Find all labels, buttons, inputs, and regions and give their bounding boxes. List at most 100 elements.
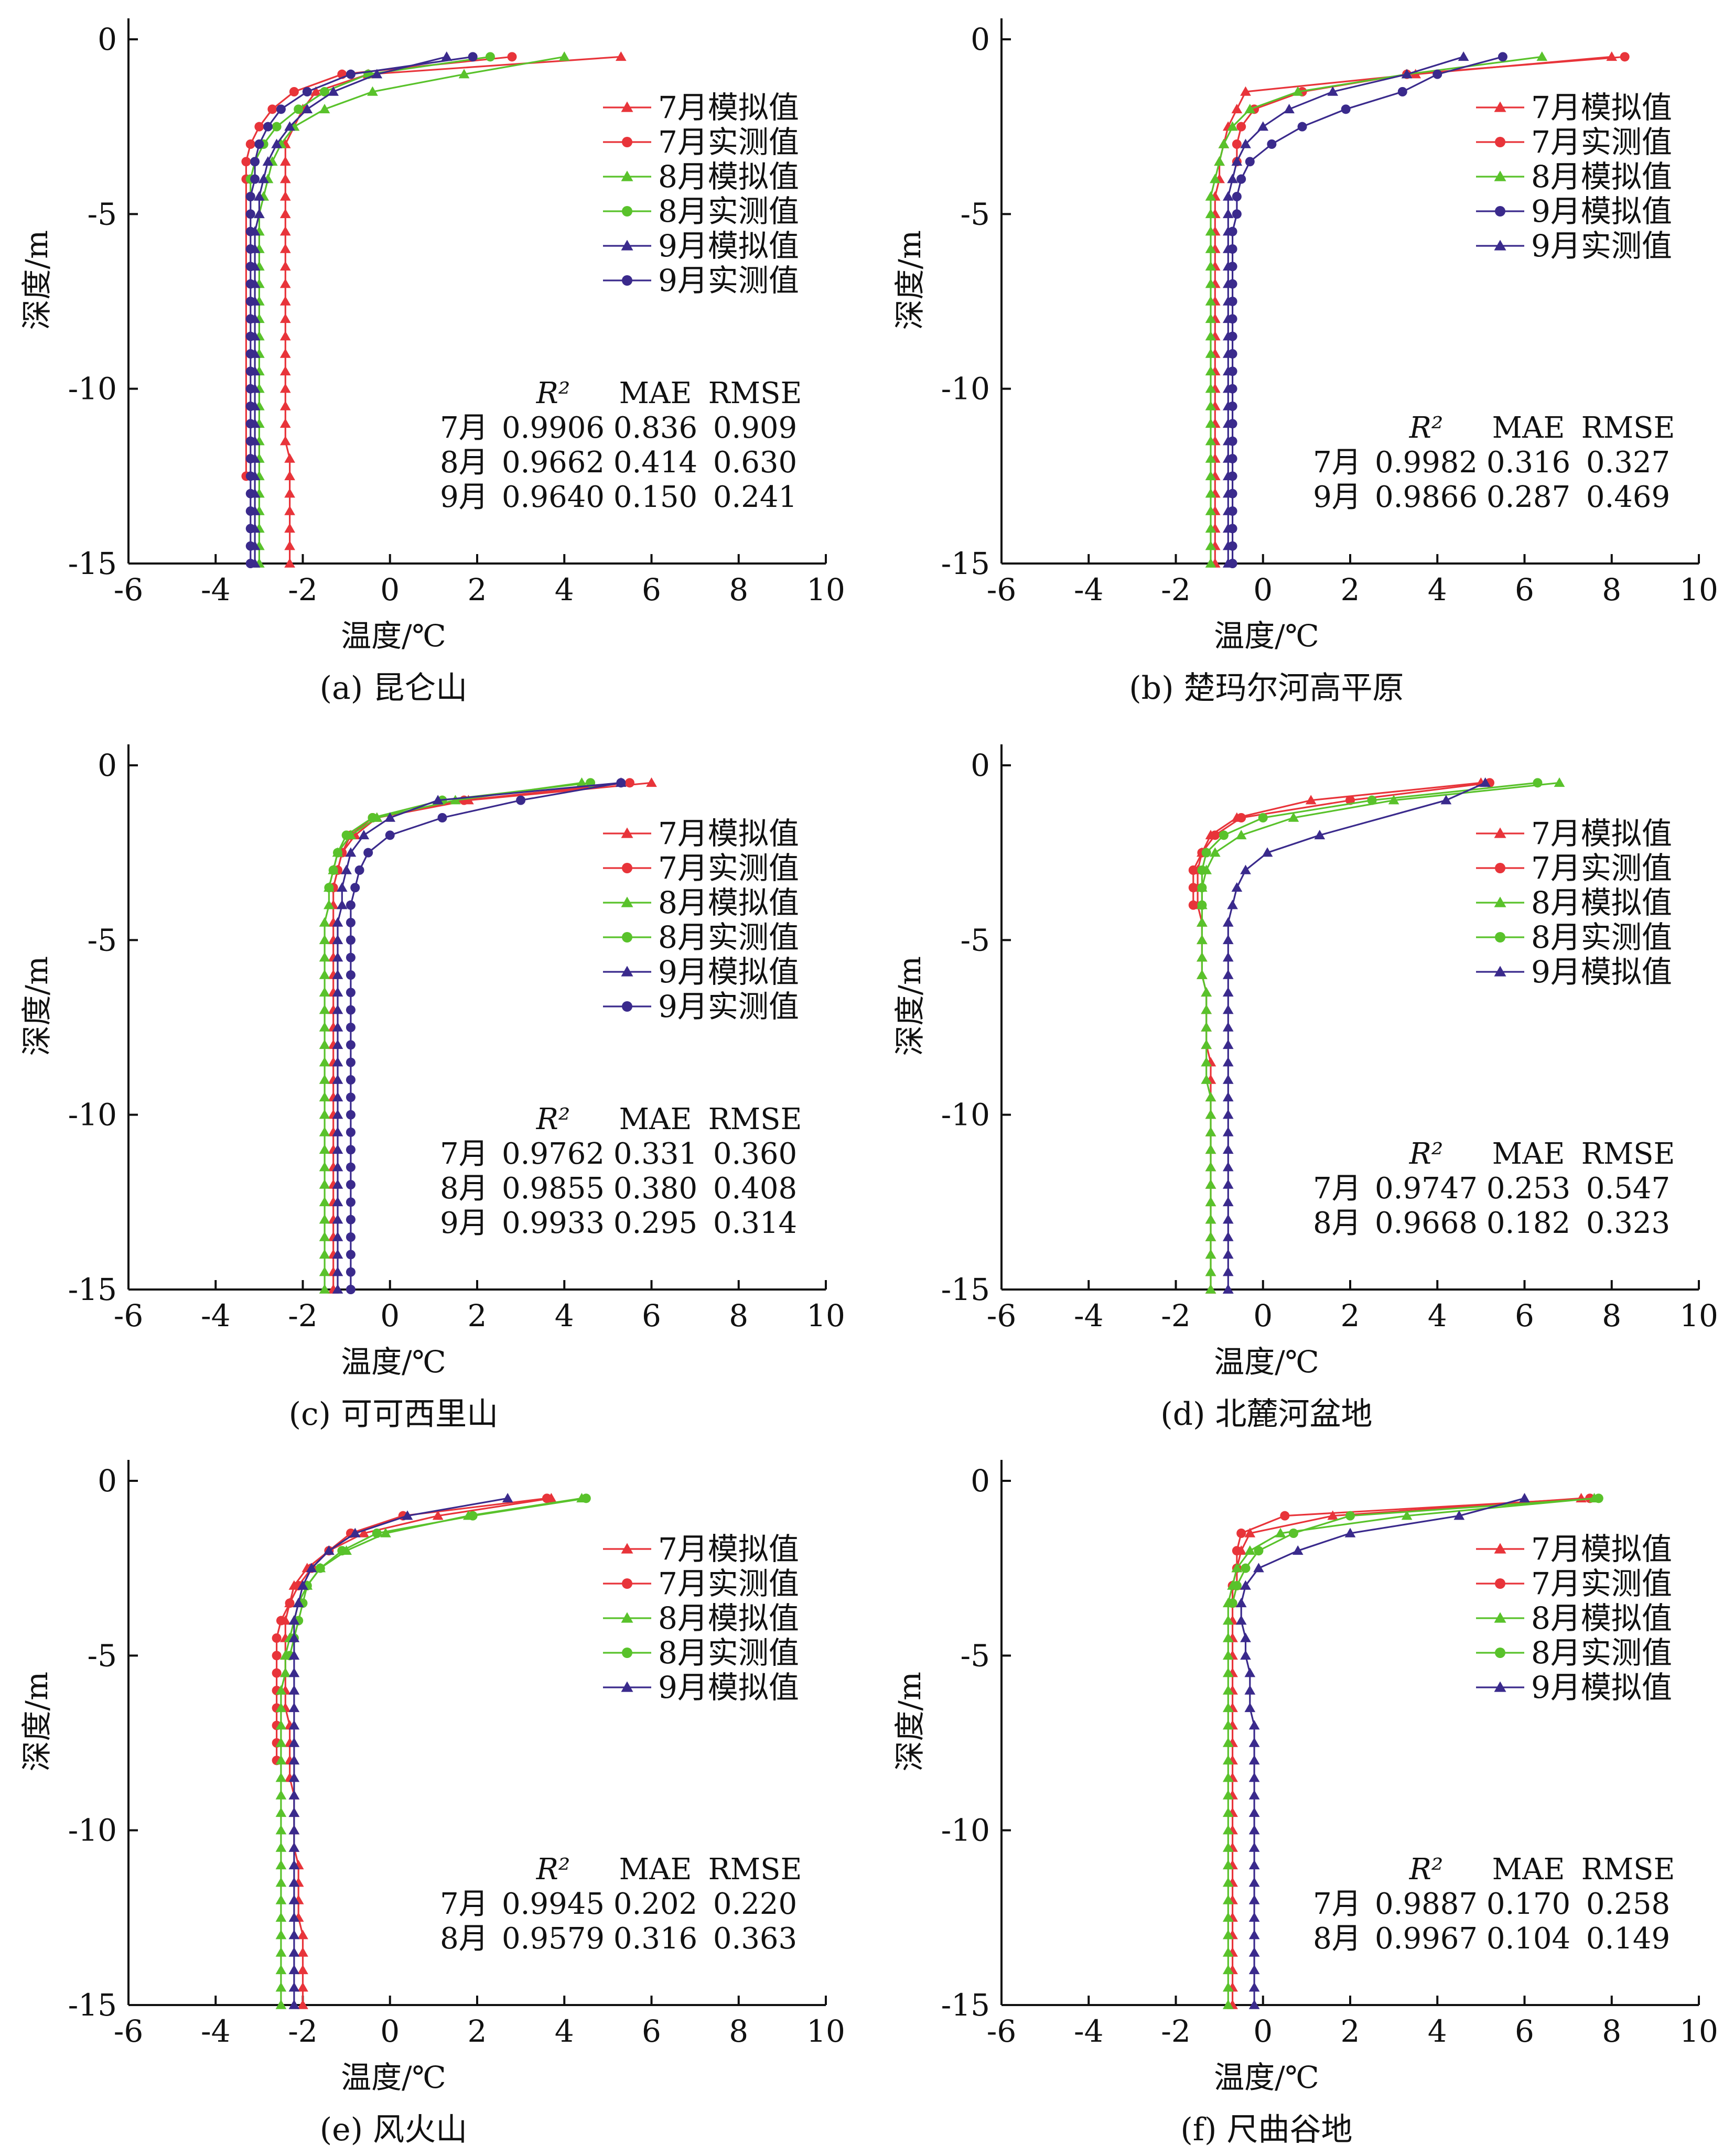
data-point bbox=[1227, 900, 1238, 909]
data-point bbox=[1222, 1947, 1234, 1957]
series-2 bbox=[1188, 778, 1494, 910]
x-tick-label: -6 bbox=[987, 572, 1017, 608]
data-point bbox=[1227, 121, 1238, 131]
data-point bbox=[542, 1493, 552, 1503]
data-point bbox=[1236, 122, 1246, 132]
data-point bbox=[275, 1999, 287, 2009]
panel-caption: (f) 尺曲谷地 bbox=[1180, 2111, 1352, 2148]
data-point bbox=[319, 1196, 330, 1207]
data-point bbox=[1222, 1807, 1234, 1817]
data-point bbox=[1222, 418, 1234, 428]
data-point bbox=[346, 1110, 356, 1120]
data-point bbox=[1222, 1754, 1234, 1765]
series-line bbox=[275, 1497, 547, 1761]
data-point bbox=[1197, 900, 1207, 910]
data-point bbox=[1367, 795, 1377, 805]
data-point bbox=[332, 1214, 343, 1224]
data-point bbox=[332, 1057, 343, 1067]
data-point bbox=[275, 1702, 287, 1713]
data-point bbox=[332, 917, 343, 927]
data-point bbox=[1201, 1074, 1212, 1084]
data-point bbox=[1222, 1249, 1234, 1259]
data-point bbox=[1205, 383, 1216, 393]
data-point bbox=[319, 987, 330, 997]
data-point bbox=[468, 52, 478, 62]
data-point bbox=[319, 1022, 330, 1032]
stats-cell: 0.363 bbox=[713, 1922, 797, 1956]
panel-caption: (c) 可可西里山 bbox=[289, 1396, 499, 1433]
legend-item: 8月模拟值 bbox=[603, 1600, 799, 1636]
data-point bbox=[332, 1231, 343, 1241]
data-point bbox=[1222, 1667, 1234, 1677]
legend-item: 9月模拟值 bbox=[1476, 193, 1672, 229]
y-tick-label: -15 bbox=[68, 546, 117, 581]
chart-panel: -6 -4 -2 0 2 4 6 8 10 0 -5 -10 -15 温度/℃ 深度/m (a) 昆仑山 7月模… bbox=[19, 18, 845, 707]
data-point bbox=[245, 419, 255, 429]
data-point bbox=[1227, 174, 1238, 183]
data-point bbox=[1222, 488, 1234, 498]
data-point bbox=[245, 489, 255, 499]
stats-cell: 9月 bbox=[440, 1206, 488, 1240]
data-point bbox=[1222, 505, 1234, 515]
data-point bbox=[332, 987, 343, 997]
data-point bbox=[1201, 987, 1212, 997]
y-tick-label: -10 bbox=[68, 1813, 117, 1848]
data-point bbox=[332, 1109, 343, 1119]
legend-label: 7月实测值 bbox=[658, 1566, 799, 1601]
data-point bbox=[1205, 540, 1216, 550]
series-2 bbox=[272, 1493, 552, 1765]
data-point bbox=[1222, 952, 1234, 962]
data-point bbox=[297, 1964, 308, 1975]
y-axis-label: 深度/m bbox=[19, 956, 55, 1056]
legend-label: 9月模拟值 bbox=[1531, 1670, 1672, 1705]
legend-item: 9月实测值 bbox=[603, 263, 799, 298]
data-point bbox=[241, 157, 251, 167]
data-point bbox=[367, 86, 378, 96]
data-point bbox=[1201, 1022, 1212, 1032]
data-point bbox=[1232, 1546, 1242, 1556]
data-point bbox=[1222, 470, 1234, 481]
data-point bbox=[284, 121, 295, 131]
data-point bbox=[1205, 418, 1216, 428]
stats-cell: 0.316 bbox=[1487, 446, 1570, 480]
legend-marker bbox=[1494, 1681, 1506, 1692]
data-point bbox=[346, 988, 356, 998]
data-point bbox=[1205, 1109, 1216, 1119]
legend-item: 8月实测值 bbox=[1476, 1635, 1672, 1671]
stats-cell: 0.414 bbox=[613, 446, 697, 480]
data-point bbox=[1222, 1231, 1234, 1241]
x-tick-label: 0 bbox=[380, 1298, 400, 1334]
data-point bbox=[275, 1790, 287, 1800]
data-point bbox=[1227, 1598, 1237, 1608]
legend-item: 8月模拟值 bbox=[1476, 1600, 1672, 1636]
data-point bbox=[332, 1162, 343, 1172]
data-point bbox=[1222, 1162, 1234, 1172]
legend-label: 9月实测值 bbox=[658, 989, 799, 1024]
data-point bbox=[1536, 51, 1548, 61]
data-point bbox=[275, 1685, 287, 1695]
data-point bbox=[1205, 243, 1216, 253]
x-tick-label: 8 bbox=[1602, 572, 1621, 608]
x-tick-label: 8 bbox=[1602, 2013, 1621, 2049]
legend-label: 7月实测值 bbox=[658, 124, 799, 160]
x-tick-label: -4 bbox=[1074, 2013, 1104, 2049]
data-point bbox=[616, 778, 626, 788]
data-point bbox=[1235, 1597, 1247, 1608]
data-point bbox=[1222, 1022, 1234, 1032]
x-tick-label: -4 bbox=[1074, 1298, 1104, 1334]
stats-cell: 0.360 bbox=[713, 1137, 797, 1171]
data-point bbox=[1519, 1492, 1530, 1503]
series-3 bbox=[1197, 777, 1565, 1294]
data-point bbox=[1222, 540, 1234, 550]
data-point bbox=[1244, 1545, 1256, 1555]
data-point bbox=[319, 1091, 330, 1102]
stats-cell: 0.9662 bbox=[502, 446, 605, 480]
stats-cell: 0.314 bbox=[713, 1206, 797, 1240]
data-point bbox=[275, 1930, 287, 1940]
data-point bbox=[1214, 156, 1225, 166]
data-point bbox=[288, 1667, 300, 1677]
data-point bbox=[245, 454, 255, 463]
stats-table: R² MAE RMSE 7月 0.9747 0.253 0.547 8月 0.9668 0.182… bbox=[1313, 1137, 1675, 1240]
data-point bbox=[346, 918, 356, 927]
data-point bbox=[1222, 400, 1234, 410]
